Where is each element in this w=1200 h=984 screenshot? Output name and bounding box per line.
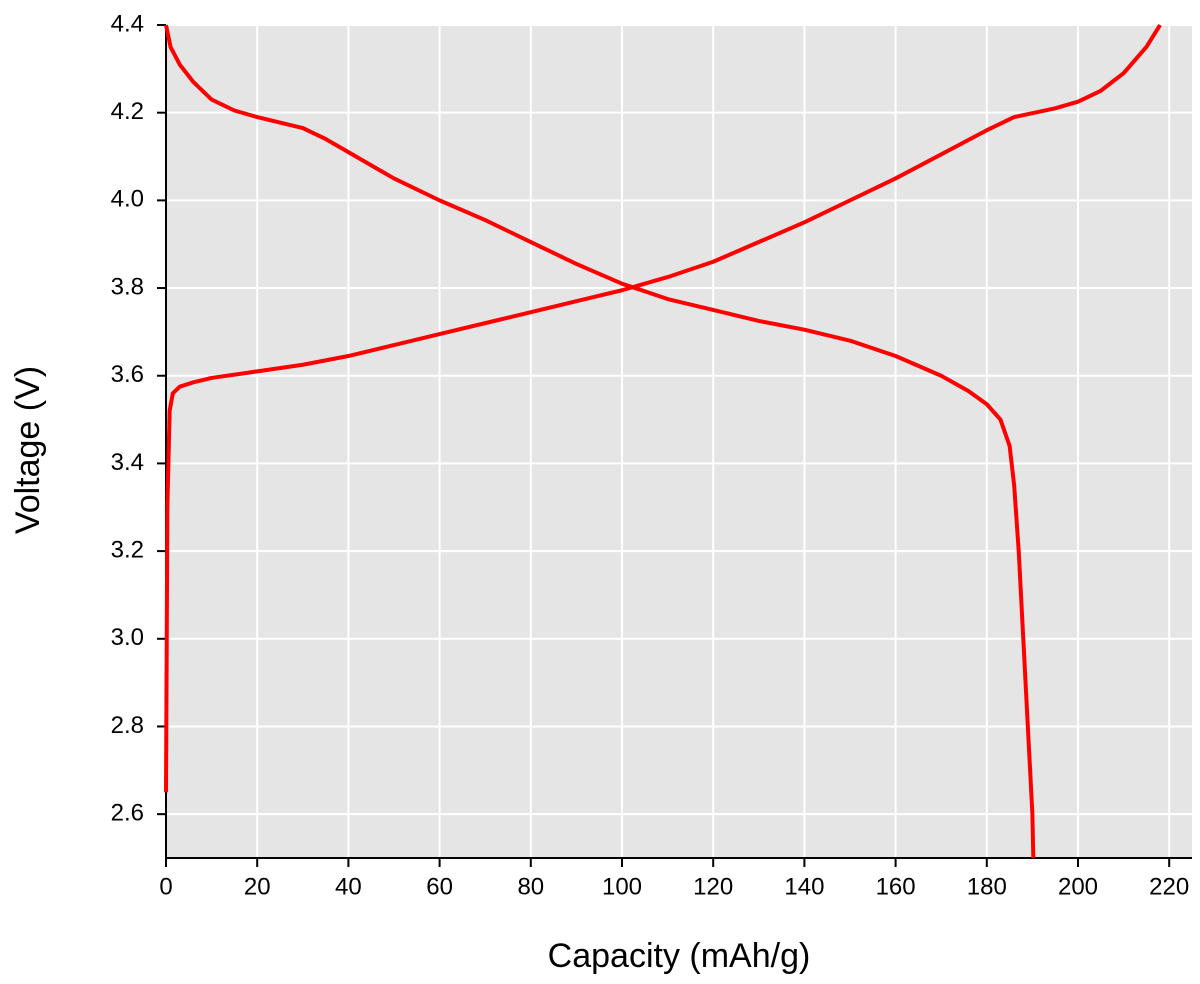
- x-tick-label: 200: [1058, 873, 1098, 900]
- x-tick-label: 220: [1149, 873, 1189, 900]
- x-tick-label: 80: [517, 873, 544, 900]
- x-tick-label: 100: [602, 873, 642, 900]
- y-tick-label: 2.8: [111, 712, 144, 739]
- y-tick-label: 3.4: [111, 449, 144, 476]
- x-tick-label: 120: [693, 873, 733, 900]
- y-tick-label: 3.2: [111, 536, 144, 563]
- x-tick-label: 140: [784, 873, 824, 900]
- y-axis-label: Voltage (V): [9, 366, 47, 534]
- y-tick-label: 4.4: [111, 10, 144, 37]
- line: [164, 23, 1162, 793]
- x-tick-label: 160: [876, 873, 916, 900]
- y-tick-label: 3.6: [111, 361, 144, 388]
- y-tick-label: 4.2: [111, 98, 144, 125]
- x-axis-label: Capacity (mAh/g): [548, 937, 811, 975]
- x-tick-label: 60: [426, 873, 453, 900]
- y-tick-label: 2.6: [111, 800, 144, 827]
- x-tick-label: 20: [244, 873, 271, 900]
- y-tick-label: 3.8: [111, 273, 144, 300]
- y-tick-label: 4.0: [111, 186, 144, 213]
- line: [164, 24, 1036, 859]
- x-tick-label: 40: [335, 873, 362, 900]
- y-tick-label: 3.0: [111, 624, 144, 651]
- plot-background: [166, 25, 1192, 858]
- x-tick-label: 0: [159, 873, 172, 900]
- x-tick-label: 180: [967, 873, 1007, 900]
